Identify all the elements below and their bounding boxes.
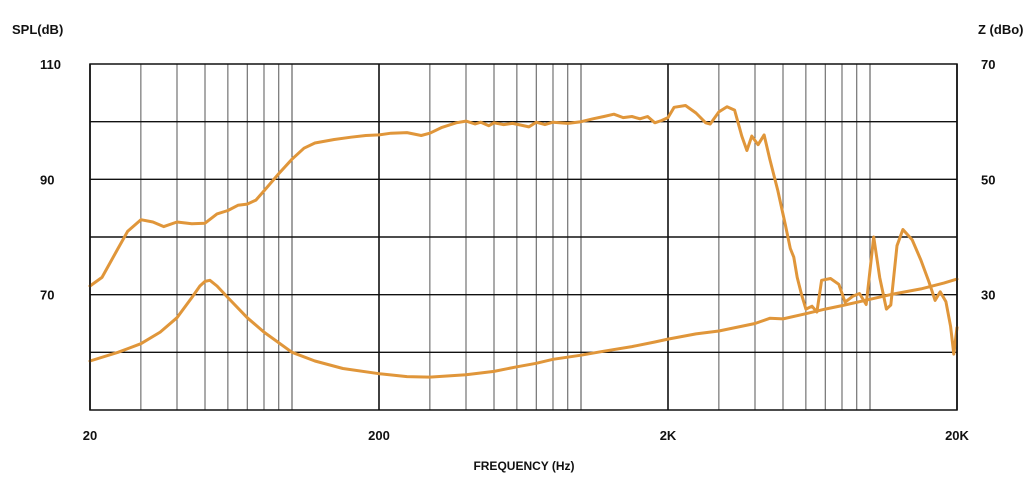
x-tick-labels: 20 200 2K 20K [83, 428, 970, 443]
x-axis-title: FREQUENCY (Hz) [473, 459, 574, 473]
left-tick-label: 90 [40, 172, 54, 187]
left-tick-label: 110 [40, 57, 61, 72]
x-tick-label: 20 [83, 428, 97, 443]
impedance-curve [88, 277, 959, 379]
right-tick-label: 70 [981, 57, 995, 72]
left-tick-labels: 110 90 70 [40, 57, 61, 303]
right-tick-label: 30 [981, 288, 995, 303]
right-axis-title: Z (dBo) [978, 22, 1023, 37]
plot-frame [89, 63, 958, 411]
right-tick-label: 50 [981, 172, 995, 187]
right-tick-labels: 70 50 30 [981, 57, 995, 303]
curves [88, 104, 959, 379]
left-axis-title: SPL(dB) [12, 22, 63, 37]
spl-curve [88, 104, 959, 356]
grid [89, 64, 958, 410]
x-tick-label: 2K [660, 428, 677, 443]
left-tick-label: 70 [40, 288, 54, 303]
x-tick-label: 200 [368, 428, 390, 443]
x-tick-label: 20K [945, 428, 969, 443]
